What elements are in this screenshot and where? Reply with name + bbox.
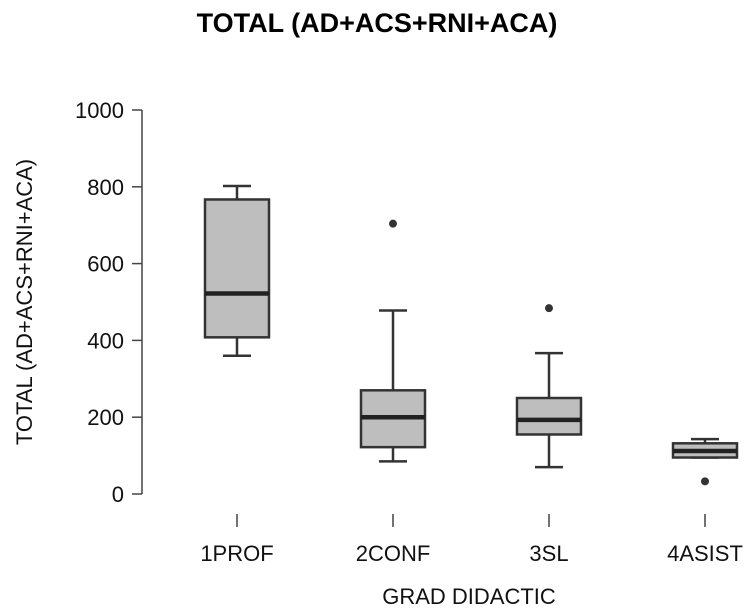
x-axis: 1PROF 2CONF 3SL 4ASIST (200, 514, 743, 566)
x-tick-label: 2CONF (356, 541, 431, 566)
outlier-point (545, 304, 553, 313)
box-4ASIST (671, 437, 739, 486)
x-tick-label: 1PROF (200, 541, 273, 566)
outlier-point (701, 477, 709, 486)
boxes (203, 184, 739, 486)
y-tick-label: 1000 (75, 98, 124, 123)
chart-title: TOTAL (AD+ACS+RNI+ACA) (196, 8, 558, 38)
y-tick-label: 400 (87, 328, 124, 353)
y-axis-title: TOTAL (AD+ACS+RNI+ACA) (12, 159, 37, 445)
x-tick-label: 3SL (529, 541, 568, 566)
y-axis: 0 200 400 600 800 1000 (75, 98, 143, 507)
outlier-point (389, 219, 397, 228)
box-3SL (515, 304, 583, 469)
y-tick-label: 200 (87, 405, 124, 430)
box-1PROF (203, 184, 271, 358)
y-tick-label: 800 (87, 175, 124, 200)
x-axis-title: GRAD DIDACTIC (382, 584, 556, 609)
iqr-box (203, 198, 271, 339)
iqr-box (515, 396, 583, 436)
y-tick-label: 0 (112, 482, 124, 507)
y-tick-label: 600 (87, 252, 124, 277)
box-2CONF (359, 219, 427, 463)
x-tick-label: 4ASIST (667, 541, 743, 566)
